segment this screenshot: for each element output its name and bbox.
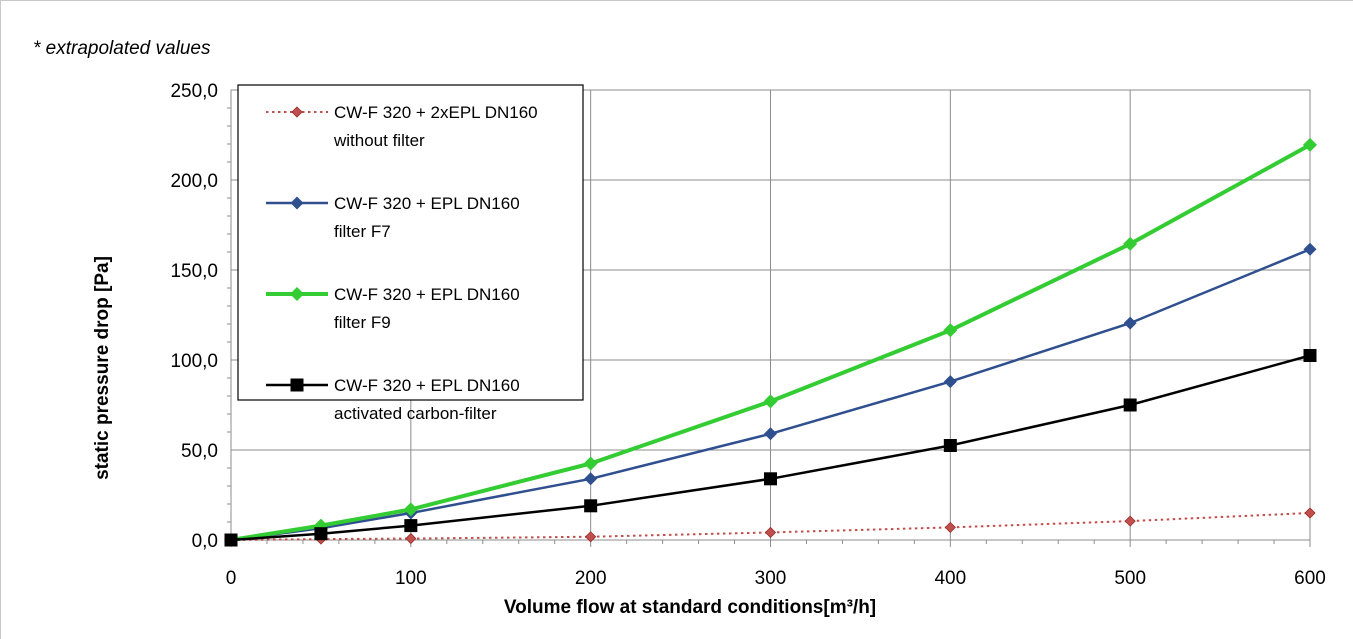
legend-label-sub: filter F7 — [334, 222, 391, 241]
data-point — [1303, 242, 1317, 256]
data-point — [763, 394, 778, 409]
y-tick-label: 0,0 — [192, 531, 218, 552]
x-tick-label: 100 — [395, 568, 427, 589]
legend-label-sub: without filter — [333, 131, 425, 150]
legend: CW-F 320 + 2xEPL DN160 without filter CW-F… — [237, 84, 584, 423]
data-point — [404, 519, 418, 533]
x-tick-label: 0 — [226, 568, 237, 589]
data-point — [583, 456, 598, 471]
series-line — [230, 248, 1311, 542]
legend-marker — [290, 287, 304, 301]
legend-marker — [290, 378, 304, 392]
x-tick-label: 600 — [1294, 568, 1326, 589]
y-tick-label: 100,0 — [170, 351, 218, 372]
legend-marker — [291, 106, 303, 118]
data-point — [1304, 507, 1316, 519]
legend-label-sub: activated carbon-filter — [334, 404, 497, 423]
y-tick-label: 250,0 — [170, 81, 218, 102]
series-line — [230, 354, 1311, 542]
x-axis-title: Volume flow at standard conditions[m³/h] — [504, 597, 876, 618]
legend-label: CW-F 320 + EPL DN160 — [334, 285, 520, 304]
extrapolated-note: * extrapolated values — [33, 38, 211, 59]
data-point — [584, 499, 598, 513]
x-tick-label: 300 — [755, 568, 787, 589]
data-point — [943, 375, 957, 389]
data-point — [1124, 515, 1136, 527]
y-axis-title: static pressure drop [Pa] — [92, 256, 113, 480]
data-point — [405, 532, 417, 545]
data-point — [1123, 316, 1137, 330]
data-point — [764, 427, 777, 441]
legend-label: CW-F 320 + 2xEPL DN160 — [334, 103, 538, 122]
series-line — [230, 143, 1311, 542]
series-2 — [224, 137, 1317, 547]
data-point — [764, 526, 777, 539]
y-tick-label: 50,0 — [181, 441, 218, 462]
x-tick-label: 400 — [934, 568, 966, 589]
data-point — [764, 472, 777, 486]
legend-marker — [290, 196, 304, 210]
y-tick-label: 150,0 — [170, 261, 218, 282]
legend-box — [237, 84, 584, 401]
legend-label-sub: filter F9 — [334, 313, 391, 332]
series-3 — [224, 349, 1317, 547]
data-point — [943, 323, 958, 338]
data-point — [403, 502, 418, 517]
data-point — [585, 531, 597, 543]
data-point — [943, 439, 957, 452]
data-point — [1123, 398, 1137, 412]
data-point — [1303, 137, 1317, 152]
series-layer — [224, 137, 1317, 547]
axes: 0,0 50,0 100,0 150,0 200,0 250,0 0 100 200 300 400… — [170, 81, 1325, 589]
y-tick-label: 200,0 — [170, 171, 218, 192]
legend-label: CW-F 320 + EPL DN160 — [334, 194, 520, 213]
x-tick-label: 500 — [1114, 568, 1146, 589]
data-point — [1303, 349, 1317, 362]
data-point — [224, 533, 238, 547]
legend-label: CW-F 320 + EPL DN160 — [334, 376, 520, 395]
data-point — [314, 527, 328, 541]
data-point — [1123, 236, 1138, 251]
data-point — [944, 521, 956, 533]
data-point — [584, 472, 598, 486]
x-tick-label: 200 — [575, 568, 607, 589]
